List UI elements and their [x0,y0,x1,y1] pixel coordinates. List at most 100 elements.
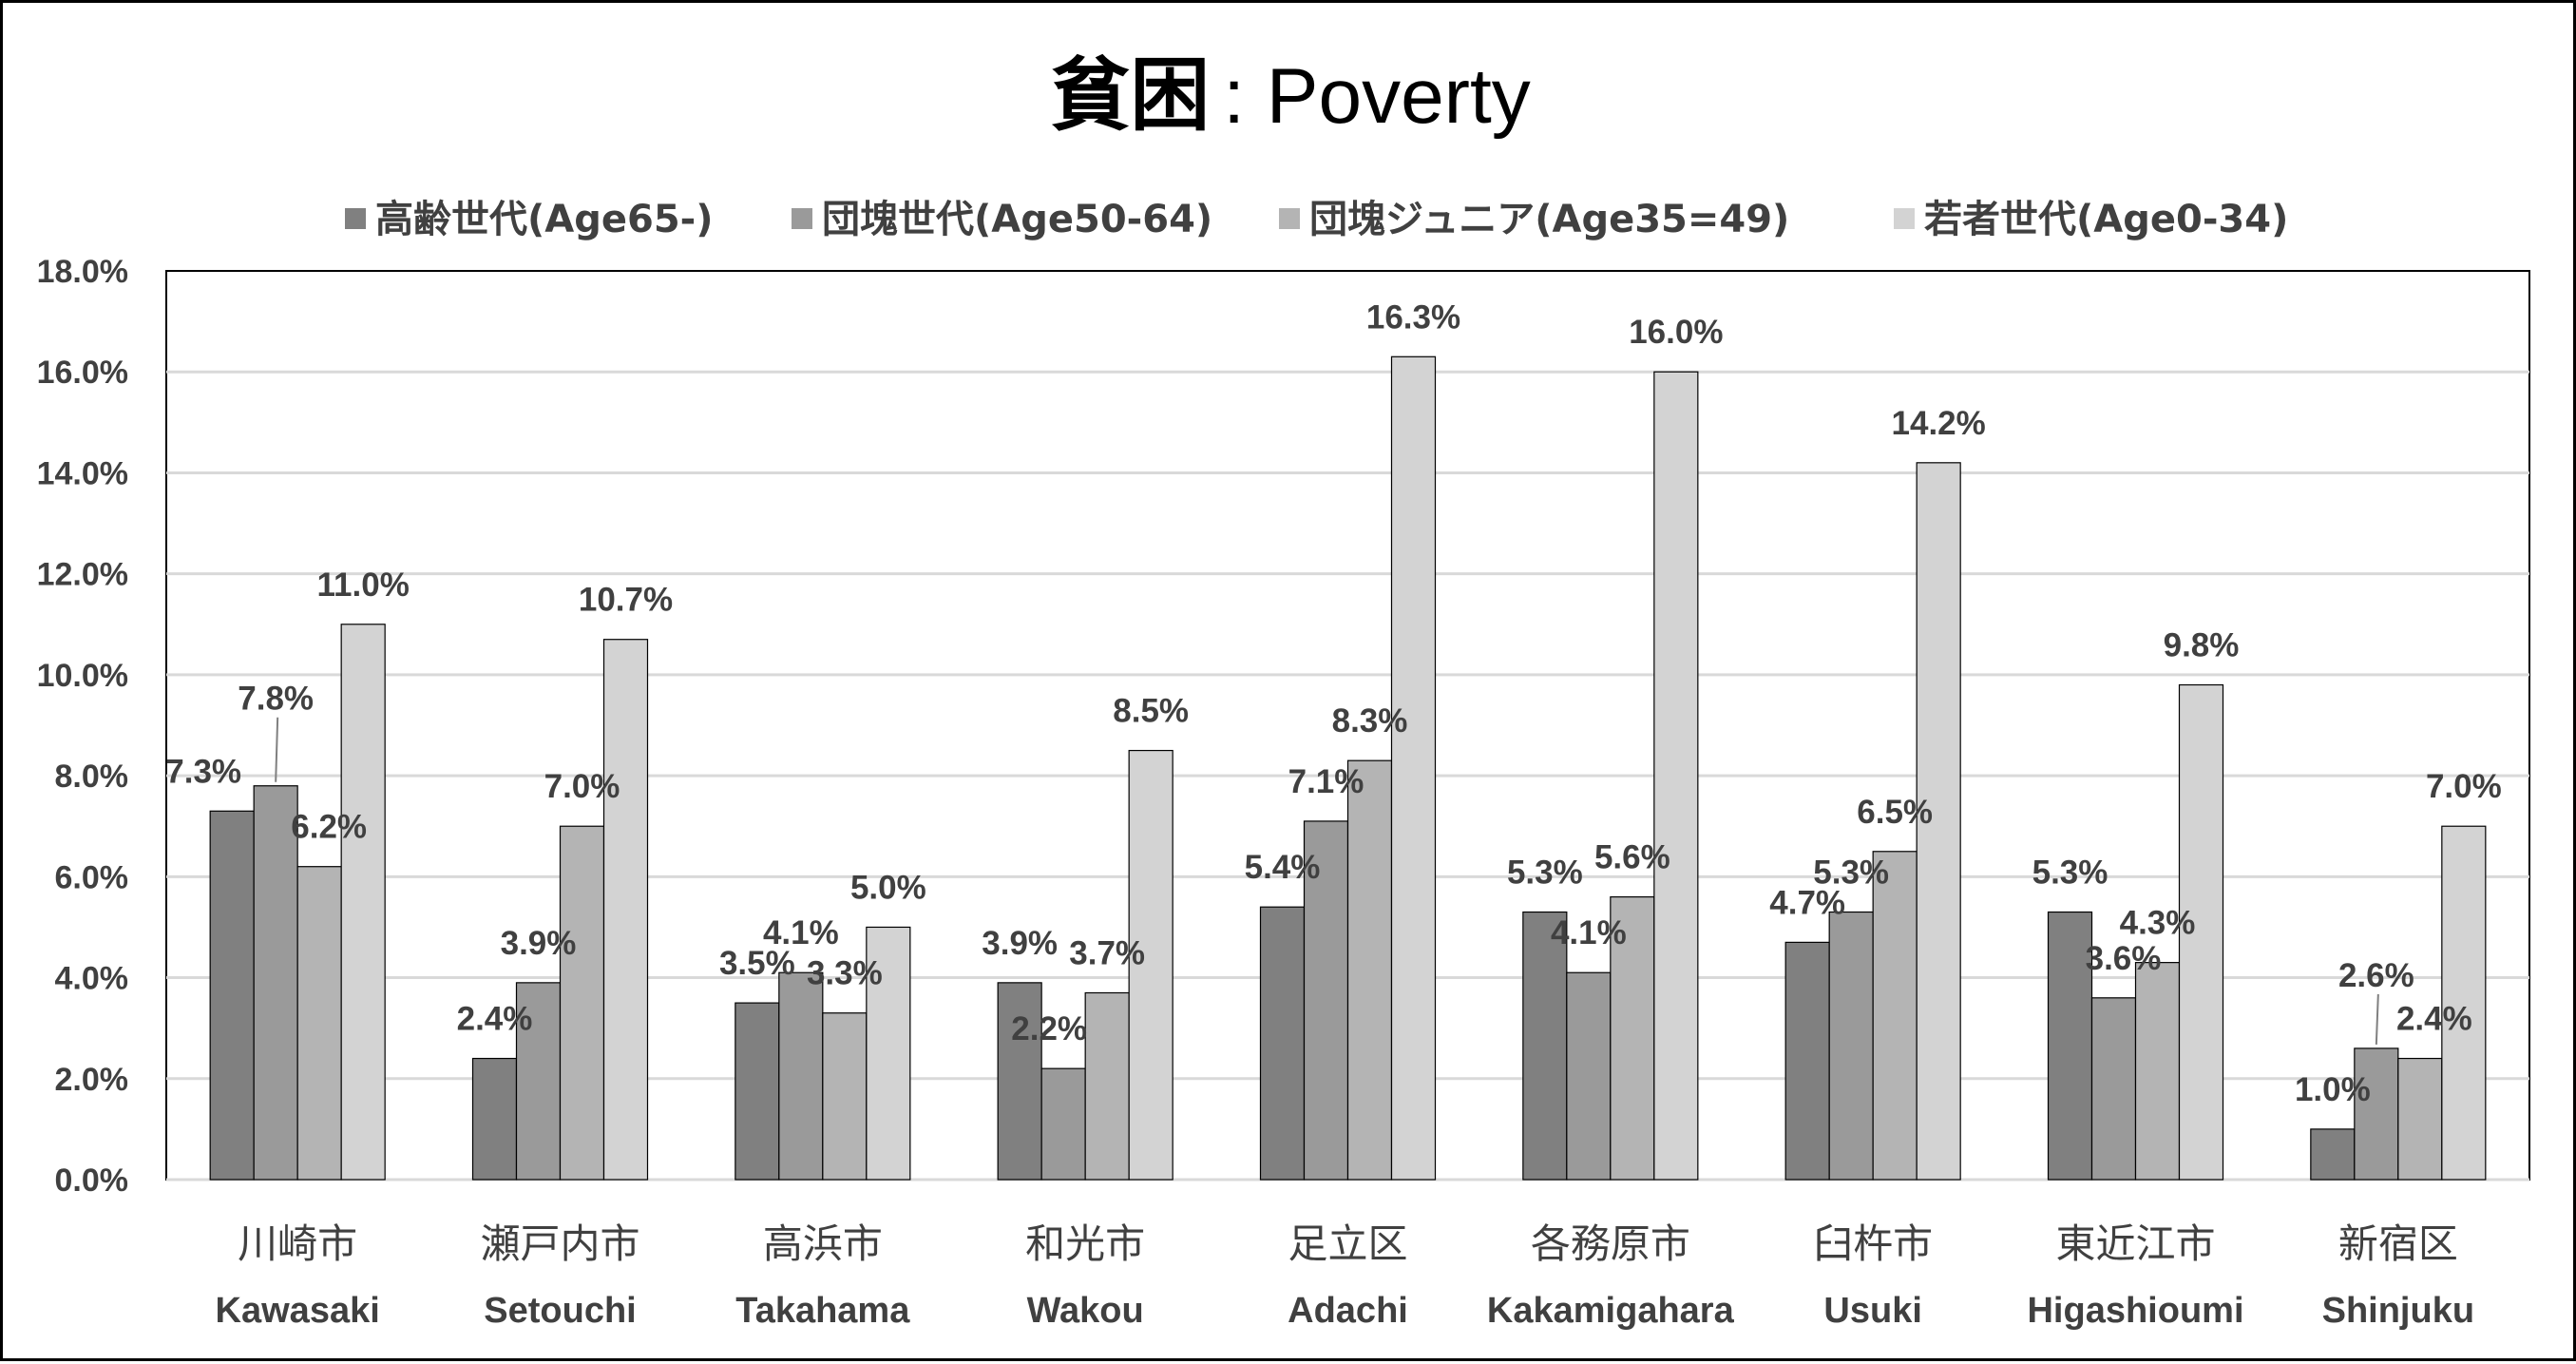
x-tick-label-en: Shinjuku [2322,1291,2474,1331]
data-label: 4.7% [1769,884,1845,921]
bar [253,785,298,1181]
x-tick-label-en: Wakou [1027,1291,1144,1331]
x-tick-label-ja: 新宿区 [2338,1220,2458,1267]
x-tick-label-en: Usuki [1823,1291,1921,1331]
data-label: 9.8% [2164,627,2240,664]
y-tick-label: 8.0% [55,759,129,795]
chart-title: 貧困: Poverty [1050,48,1531,142]
data-label: 10.7% [579,582,673,619]
data-label: 14.2% [1892,405,1986,442]
y-tick-label: 6.0% [55,859,129,895]
bar [296,866,342,1181]
bar [866,926,911,1181]
data-label: 3.9% [501,925,577,962]
x-tick-label-ja: 臼杵市 [1813,1220,1933,1267]
data-label: 7.8% [238,681,314,718]
bar [1653,371,1699,1181]
x-tick-label-ja: 東近江市 [2055,1220,2215,1267]
bar [778,971,824,1181]
x-tick-label-ja: 川崎市 [238,1220,357,1267]
bar [2441,825,2487,1181]
legend-label: 若者世代(Age0-34) [1924,198,2288,241]
bar [1128,749,1174,1181]
legend-label: 団塊ジュニア(Age35=49) [1309,198,1789,241]
data-label: 8.3% [1332,702,1408,740]
bar [2178,683,2224,1181]
x-tick-label-en: Kakamigahara [1487,1291,1735,1331]
bar [209,810,255,1181]
data-label: 5.4% [1245,849,1321,886]
bar [997,982,1042,1181]
data-label: 1.0% [2295,1071,2371,1108]
data-label: 16.0% [1629,314,1723,351]
bar [471,1057,518,1181]
bar [1566,971,1612,1181]
bar [1522,911,1568,1181]
x-tick-label-ja: 高浜市 [763,1220,883,1267]
data-label: 4.1% [1551,914,1627,951]
x-tick-label-en: Higashioumi [2027,1291,2243,1331]
bar [559,825,605,1181]
x-tick-label-ja: 各務原市 [1531,1220,1690,1267]
data-label: 8.5% [1113,693,1189,730]
x-axis: 川崎市 Kawasaki 瀬戸内市 Setouchi 高浜市 Takahama 和光市 Wak… [216,1220,2475,1331]
bars [209,355,2487,1181]
y-tick-label: 14.0% [37,455,128,491]
bar [2397,1057,2443,1181]
x-tick-label-en: Kawasaki [216,1291,380,1331]
y-tick-label: 2.0% [55,1062,129,1098]
y-tick-label: 18.0% [37,254,128,290]
data-label: 3.5% [719,945,795,982]
data-label: 3.3% [807,955,883,992]
legend-swatch [345,208,366,229]
data-label: 2.6% [2338,957,2414,994]
data-label: 5.0% [850,869,926,906]
bar [735,1002,780,1181]
data-label: 5.3% [1813,855,1889,892]
data-label: 7.0% [544,768,620,805]
bar [2090,997,2137,1181]
y-tick-label: 10.0% [37,658,128,694]
bar [340,624,386,1181]
data-label: 7.3% [165,753,241,790]
data-label: 4.1% [763,914,839,951]
bar [1872,851,1918,1181]
chart-title-sub: : Poverty [1223,53,1531,140]
legend-label: 団塊世代(Age50-64) [822,198,1212,241]
x-tick-label-en: Adachi [1288,1291,1408,1331]
y-tick-label: 16.0% [37,355,128,391]
data-label: 6.5% [1857,794,1933,831]
data-labels: 7.3%2.4%3.5%3.9%5.4% 5.3%4.7%5.3%1.0%7.8%… [165,298,2501,1108]
bar [2134,962,2181,1181]
legend-swatch [792,208,812,229]
data-label: 3.9% [982,925,1058,962]
chart-title-main: 貧困 [1050,48,1210,142]
legend-swatch [1894,208,1915,229]
bar [1916,462,1961,1181]
data-label: 3.7% [1069,934,1145,971]
y-axis: 0.0% 2.0% 4.0% 6.0% 8.0% 10.0% 12.0% 14.0% 16.0%… [37,254,128,1199]
bar [2310,1128,2356,1181]
poverty-bar-chart: 貧困: Poverty 高齢世代(Age65-) 団塊世代(Age50-64) 団塊… [37,48,2530,1331]
x-tick-label-en: Takahama [735,1291,910,1331]
bar [2354,1047,2399,1181]
leader-line [2375,993,2379,1045]
data-label: 2.2% [1011,1010,1087,1047]
x-tick-label-en: Setouchi [484,1291,636,1331]
bar [1084,991,1130,1181]
data-label: 2.4% [2396,1001,2472,1038]
data-label: 7.0% [2426,768,2502,805]
bar [822,1012,868,1181]
legend-label: 高齢世代(Age65-) [375,198,714,241]
bar [1346,759,1393,1181]
data-label: 5.3% [2032,855,2109,892]
bar [1784,941,1830,1181]
bar [1259,906,1306,1181]
data-label: 11.0% [317,567,410,604]
bar [1390,355,1437,1181]
bar [1828,911,1874,1181]
data-label: 4.3% [2120,905,2196,942]
legend-swatch [1279,208,1300,229]
x-tick-label-ja: 瀬戸内市 [480,1220,639,1267]
